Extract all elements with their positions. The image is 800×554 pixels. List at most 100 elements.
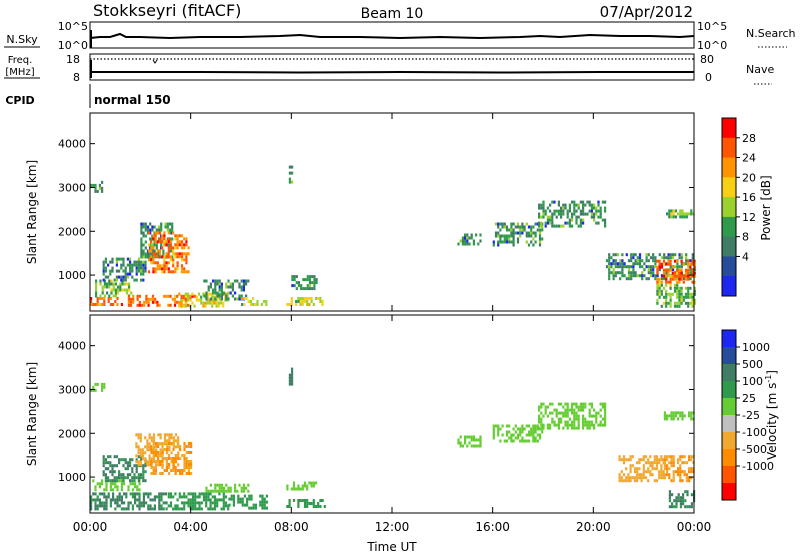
data-cell [660, 473, 663, 477]
data-cell [538, 224, 541, 228]
data-cell [163, 433, 167, 437]
data-cell [573, 420, 576, 424]
data-cell [101, 501, 104, 505]
data-cell [144, 436, 147, 440]
data-cell [521, 225, 524, 229]
data-cell [660, 274, 664, 278]
data-cell [154, 466, 157, 469]
data-cell [168, 231, 172, 235]
data-cell [568, 218, 571, 222]
data-cell [155, 246, 158, 250]
data-cell [111, 269, 114, 273]
data-cell [608, 277, 611, 281]
data-cell [295, 275, 298, 279]
data-cell [163, 264, 166, 268]
data-cell [588, 411, 591, 415]
data-cell [472, 438, 475, 442]
data-cell [682, 295, 685, 299]
data-cell [571, 402, 574, 406]
data-cell [161, 466, 164, 469]
data-cell [640, 479, 643, 483]
data-cell [185, 255, 188, 259]
data-cell [627, 458, 630, 462]
data-cell [142, 501, 145, 505]
data-cell [217, 301, 220, 305]
data-cell [155, 228, 158, 232]
data-cell [649, 473, 652, 477]
data-cell [673, 271, 677, 275]
data-cell [205, 495, 208, 499]
data-cell [131, 482, 134, 486]
data-cell [519, 430, 522, 434]
data-cell [540, 206, 543, 210]
data-cell [206, 301, 209, 305]
nave-label: Nave [746, 63, 774, 76]
vel-echo-region [618, 455, 665, 483]
data-cell [179, 472, 182, 475]
data-cell [678, 289, 681, 293]
data-cell [575, 426, 578, 430]
data-cell [479, 233, 482, 237]
data-cell [538, 206, 541, 210]
colorbar-swatch [722, 256, 736, 277]
data-cell [557, 420, 560, 424]
data-cell [102, 458, 105, 462]
data-cell [90, 183, 93, 187]
colorbar-tick-label: -1000 [742, 460, 774, 473]
data-cell [193, 294, 196, 298]
data-cell [131, 266, 134, 270]
data-cell [250, 494, 253, 498]
data-cell [263, 503, 266, 507]
data-cell [641, 274, 644, 278]
data-cell [660, 277, 664, 281]
data-cell [218, 288, 221, 292]
data-cell [229, 489, 232, 493]
data-cell [479, 438, 482, 442]
data-cell [129, 458, 132, 462]
data-cell [673, 274, 677, 278]
data-cell [687, 301, 690, 305]
data-cell [632, 265, 635, 269]
data-cell [115, 278, 118, 282]
data-cell [111, 260, 114, 264]
data-cell [540, 411, 543, 415]
data-cell [216, 501, 219, 505]
data-cell [187, 463, 190, 466]
data-cell [499, 234, 502, 238]
data-cell [549, 209, 552, 213]
data-cell [98, 186, 101, 190]
data-cell [149, 243, 152, 247]
data-cell [503, 234, 506, 238]
data-cell [616, 253, 620, 257]
data-cell [243, 303, 246, 306]
data-cell [90, 501, 93, 505]
data-cell [492, 433, 495, 437]
data-cell [636, 479, 639, 483]
data-cell [525, 439, 528, 443]
colorbar-swatch [722, 177, 736, 198]
data-cell [174, 460, 177, 463]
data-cell [246, 497, 249, 501]
data-cell [306, 278, 309, 282]
data-cell [577, 414, 580, 418]
data-cell [536, 433, 539, 437]
data-cell [129, 272, 132, 276]
data-cell [641, 259, 644, 263]
data-cell [102, 272, 105, 276]
data-cell [187, 466, 190, 469]
data-cell [178, 292, 181, 296]
data-cell [291, 275, 294, 279]
data-cell [166, 439, 169, 443]
data-cell [137, 455, 140, 459]
data-cell [120, 458, 123, 462]
data-cell [632, 268, 635, 272]
data-cell [575, 203, 578, 207]
data-cell [169, 270, 173, 274]
data-cell [470, 233, 473, 237]
data-cell [672, 476, 675, 480]
data-cell [108, 285, 111, 289]
data-cell [297, 284, 301, 288]
data-cell [249, 300, 252, 303]
data-cell [656, 274, 659, 278]
data-cell [622, 458, 626, 462]
